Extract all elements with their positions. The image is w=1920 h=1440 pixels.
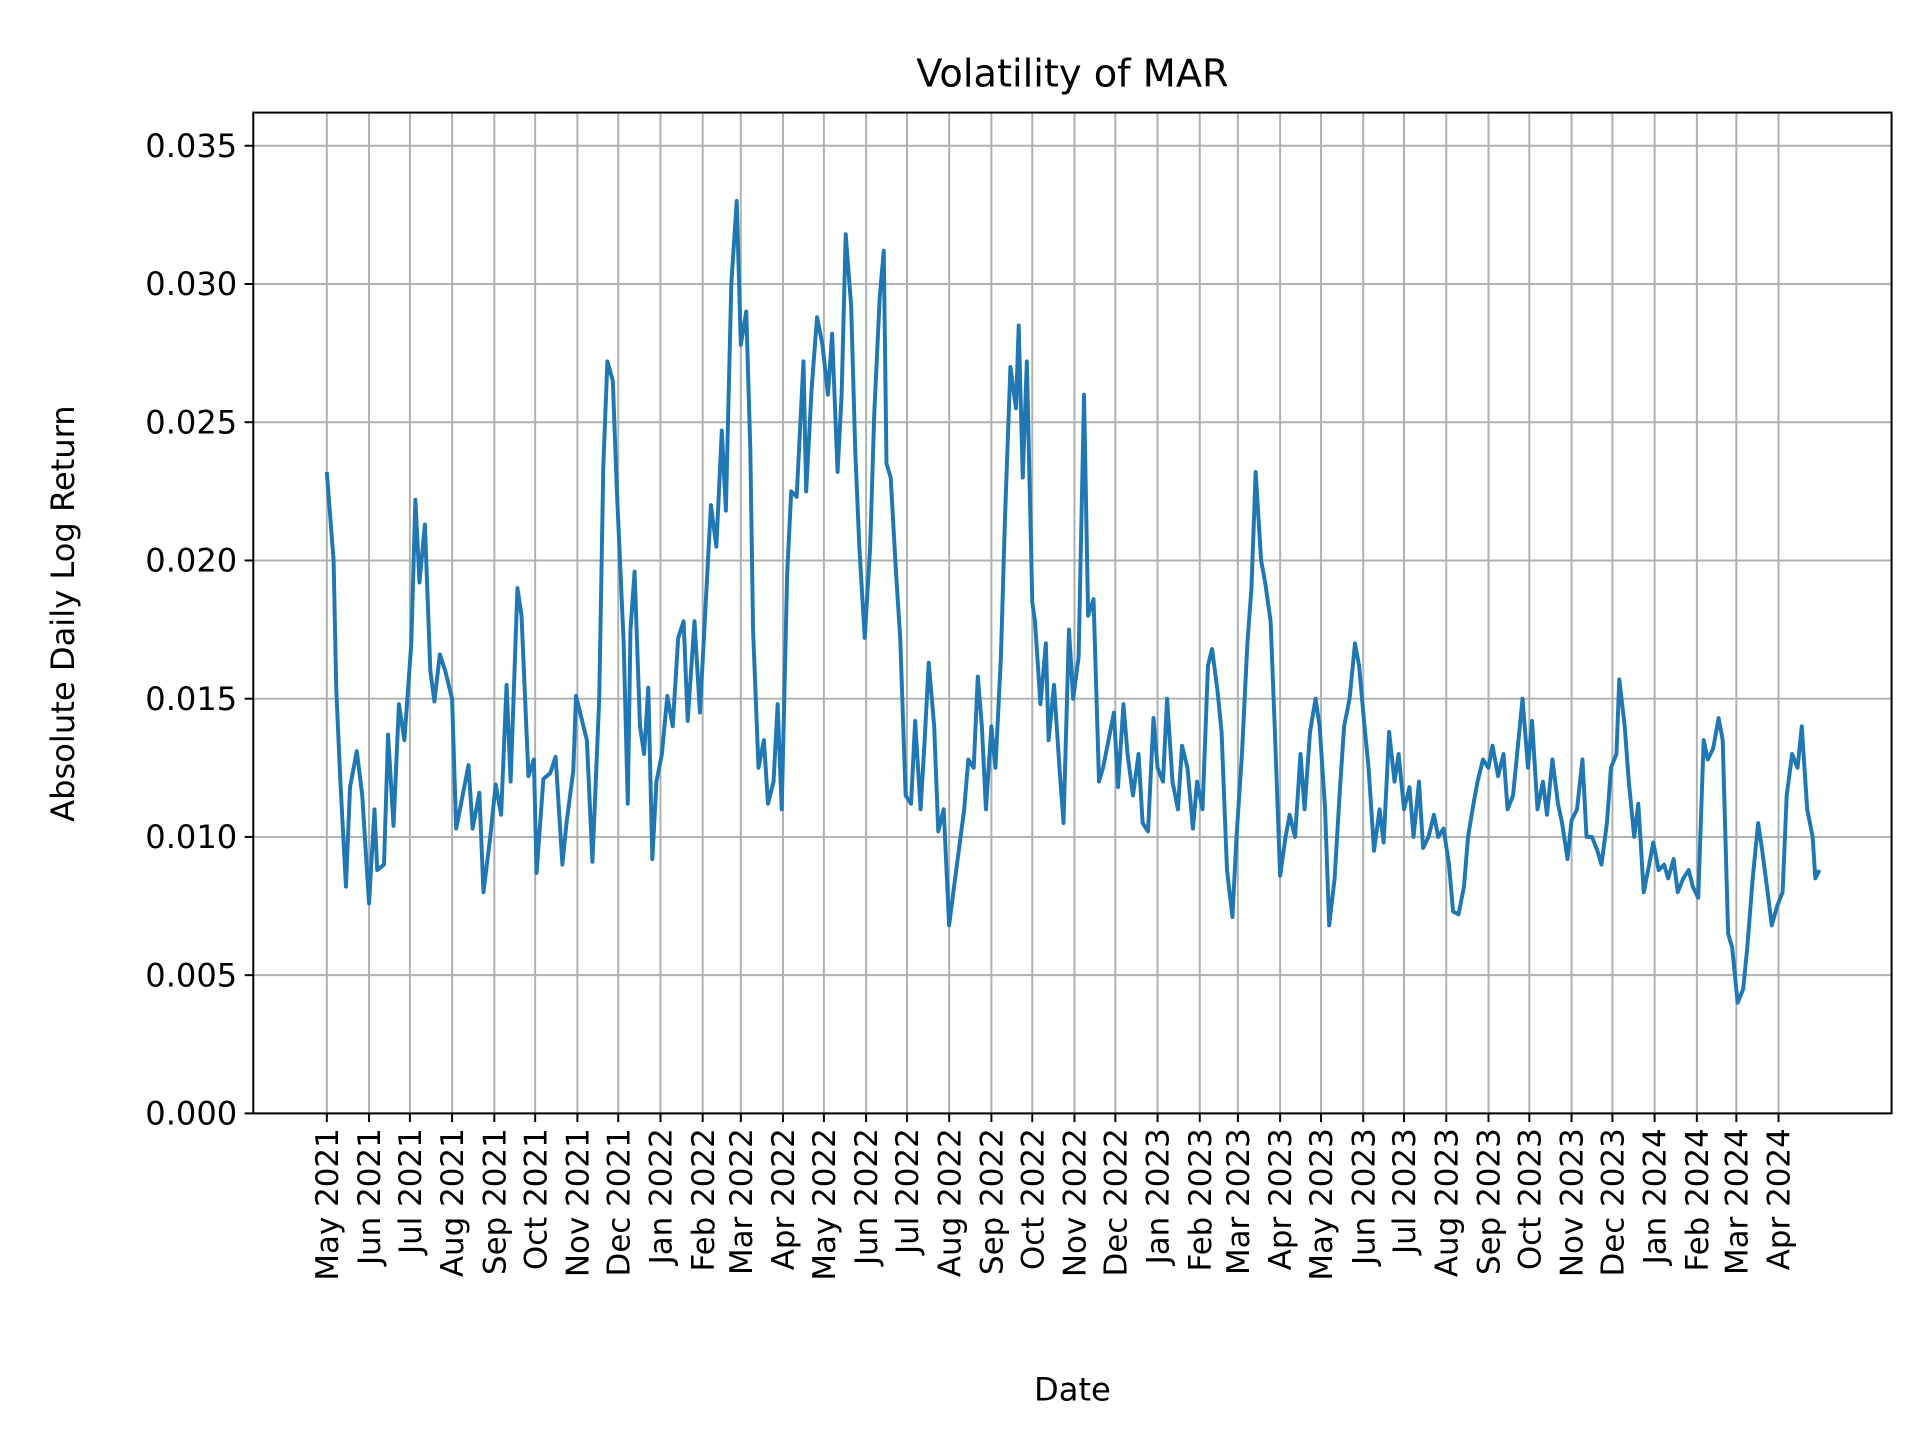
chart-title: Volatility of MAR bbox=[916, 52, 1228, 97]
x-tick-label: Apr 2023 bbox=[1263, 1128, 1299, 1270]
x-tick-label: Jan 2023 bbox=[1141, 1128, 1177, 1266]
x-tick-label: Apr 2022 bbox=[766, 1128, 802, 1270]
x-tick-label: May 2021 bbox=[310, 1128, 346, 1280]
y-tick-label: 0.020 bbox=[145, 542, 237, 580]
x-tick-label: Jul 2021 bbox=[393, 1128, 429, 1256]
x-tick-label: Sep 2022 bbox=[975, 1128, 1011, 1275]
x-tick-label: Feb 2022 bbox=[686, 1128, 722, 1271]
x-tick-label: Sep 2021 bbox=[477, 1128, 513, 1275]
x-tick-label: Aug 2023 bbox=[1429, 1128, 1465, 1277]
x-tick-label: Nov 2023 bbox=[1555, 1128, 1591, 1277]
x-tick-label: May 2023 bbox=[1304, 1128, 1340, 1280]
x-axis: May 2021 Jun 2021 Jul 2021 Aug 2021 Sep 2021… bbox=[310, 1113, 1798, 1281]
x-tick-label: Jun 2021 bbox=[352, 1128, 388, 1267]
x-tick-label: Apr 2024 bbox=[1762, 1128, 1798, 1270]
x-tick-label: Dec 2022 bbox=[1098, 1128, 1134, 1276]
x-tick-label: Oct 2021 bbox=[518, 1128, 554, 1270]
y-tick-label: 0.025 bbox=[145, 403, 237, 441]
y-tick-label: 0.000 bbox=[145, 1095, 237, 1133]
y-tick-label: 0.005 bbox=[145, 956, 237, 994]
x-tick-label: Nov 2021 bbox=[561, 1128, 597, 1277]
x-tick-label: Mar 2024 bbox=[1719, 1128, 1755, 1275]
x-tick-label: Jul 2022 bbox=[890, 1128, 926, 1256]
x-tick-label: Oct 2023 bbox=[1512, 1128, 1548, 1270]
x-tick-label: Dec 2023 bbox=[1596, 1128, 1632, 1276]
x-tick-label: Jul 2023 bbox=[1387, 1128, 1423, 1256]
y-tick-label: 0.030 bbox=[145, 265, 237, 303]
y-axis: 0.000 0.005 0.010 0.015 0.020 0.025 0.030 0.035 bbox=[145, 127, 254, 1133]
x-tick-label: Oct 2022 bbox=[1015, 1128, 1051, 1270]
x-tick-label: Dec 2021 bbox=[601, 1128, 637, 1276]
x-tick-label: Sep 2023 bbox=[1472, 1128, 1508, 1275]
x-tick-label: Jun 2022 bbox=[849, 1128, 885, 1267]
axes-frame bbox=[252, 111, 1893, 1115]
x-axis-label: Date bbox=[1034, 1370, 1111, 1408]
x-tick-label: Mar 2022 bbox=[724, 1128, 760, 1275]
x-tick-label: Mar 2023 bbox=[1221, 1128, 1257, 1275]
x-tick-label: Jan 2022 bbox=[644, 1128, 680, 1266]
x-tick-label: Jun 2023 bbox=[1346, 1128, 1382, 1267]
x-tick-label: Nov 2022 bbox=[1058, 1128, 1094, 1277]
x-tick-label: Aug 2021 bbox=[435, 1128, 471, 1277]
plot-area bbox=[324, 199, 1822, 1005]
y-tick-label: 0.010 bbox=[145, 818, 237, 856]
x-tick-label: Feb 2023 bbox=[1183, 1128, 1219, 1271]
x-tick-label: Feb 2024 bbox=[1680, 1128, 1716, 1271]
grid bbox=[253, 112, 1892, 1115]
volatility-line bbox=[324, 199, 1822, 1005]
x-tick-label: Aug 2022 bbox=[932, 1128, 968, 1277]
x-tick-label: May 2022 bbox=[807, 1128, 843, 1280]
x-tick-label: Jan 2024 bbox=[1638, 1128, 1674, 1266]
y-axis-label: Absolute Daily Log Return bbox=[44, 405, 82, 822]
y-tick-label: 0.015 bbox=[145, 680, 237, 718]
y-tick-label: 0.035 bbox=[145, 127, 237, 165]
